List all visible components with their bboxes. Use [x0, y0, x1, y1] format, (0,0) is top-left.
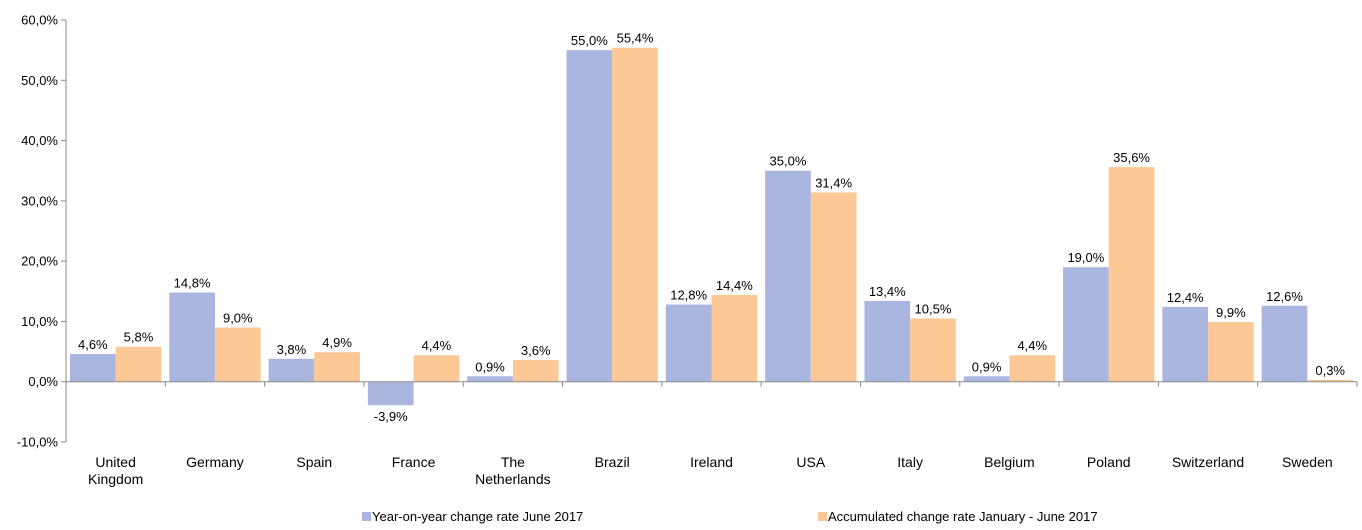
data-label: 12,4% — [1167, 290, 1204, 305]
data-label: 0,9% — [972, 359, 1002, 374]
y-tick-label: 60,0% — [21, 13, 58, 28]
bar-series-2 — [314, 352, 360, 382]
x-category-label: Brazil — [595, 454, 630, 470]
x-category-label: The — [501, 454, 525, 470]
x-category-label: USA — [796, 454, 825, 470]
bar-series-2 — [810, 192, 857, 382]
data-label: 5,8% — [124, 330, 154, 345]
data-label: 9,0% — [223, 310, 253, 325]
bar-series-2 — [612, 47, 658, 382]
legend-swatch — [818, 512, 827, 521]
x-category-label: Spain — [296, 454, 332, 470]
data-label: 4,6% — [78, 337, 108, 352]
legend-swatch — [362, 512, 371, 521]
y-tick-label: 50,0% — [21, 73, 58, 88]
data-label: 14,4% — [716, 278, 753, 293]
data-label: 55,0% — [571, 33, 608, 48]
bar-series-2 — [413, 355, 460, 382]
data-label: 10,5% — [915, 301, 952, 316]
bar-series-2 — [711, 294, 758, 382]
x-category-label: Italy — [897, 454, 923, 470]
bar-series-1 — [169, 292, 215, 382]
data-label: 13,4% — [869, 284, 906, 299]
bar-series-1 — [367, 381, 414, 406]
x-category-label: Kingdom — [88, 471, 143, 487]
bar-series-2 — [512, 360, 559, 382]
x-category-label: Netherlands — [475, 471, 551, 487]
legend-label: Year-on-year change rate June 2017 — [372, 509, 583, 524]
legend-label: Accumulated change rate January - June 2… — [828, 509, 1098, 524]
data-label: 4,9% — [322, 335, 352, 350]
bar-series-2 — [115, 346, 162, 382]
y-tick-label: 0,0% — [28, 374, 58, 389]
bar-series-1 — [1261, 305, 1308, 382]
bar-series-1 — [566, 50, 613, 382]
x-category-label: Germany — [186, 454, 244, 470]
bar-series-2 — [1208, 322, 1254, 382]
bar-series-2 — [910, 318, 956, 382]
bar-series-1 — [864, 300, 911, 382]
data-label: 14,8% — [174, 275, 211, 290]
data-label: 12,6% — [1266, 289, 1303, 304]
bar-series-2 — [1108, 167, 1155, 382]
bar-series-1 — [963, 376, 1010, 382]
data-label: 35,0% — [770, 154, 807, 169]
y-tick-label: 40,0% — [21, 133, 58, 148]
data-label: 12,8% — [670, 288, 707, 303]
x-category-label: Poland — [1087, 454, 1131, 470]
data-label: 3,6% — [521, 343, 551, 358]
y-tick-label: 30,0% — [21, 193, 58, 208]
data-label: 19,0% — [1067, 250, 1104, 265]
data-label: 9,9% — [1216, 305, 1246, 320]
bar-series-1 — [1063, 267, 1109, 382]
y-tick-label: -10,0% — [17, 435, 59, 450]
bar-series-1 — [467, 376, 513, 382]
x-category-label: Ireland — [690, 454, 733, 470]
data-label: 0,3% — [1315, 363, 1345, 378]
data-label: -3,9% — [374, 409, 408, 424]
data-label: 4,4% — [422, 338, 452, 353]
x-category-label: France — [392, 454, 436, 470]
data-label: 31,4% — [815, 175, 852, 190]
bar-series-1 — [765, 170, 811, 382]
x-category-label: Sweden — [1282, 454, 1333, 470]
data-label: 35,6% — [1113, 150, 1150, 165]
data-label: 3,8% — [277, 342, 307, 357]
bar-series-2 — [1307, 379, 1354, 382]
bar-series-1 — [1162, 306, 1209, 382]
y-tick-label: 20,0% — [21, 254, 58, 269]
data-label: 4,4% — [1017, 338, 1047, 353]
bar-series-2 — [1009, 355, 1056, 382]
x-category-label: Belgium — [984, 454, 1035, 470]
data-label: 0,9% — [475, 359, 505, 374]
data-label: 55,4% — [617, 31, 654, 46]
x-category-label: Switzerland — [1172, 454, 1244, 470]
bar-series-1 — [268, 358, 315, 382]
bar-series-2 — [214, 327, 261, 382]
bar-series-1 — [665, 304, 712, 382]
y-tick-label: 10,0% — [21, 314, 58, 329]
x-category-label: United — [95, 454, 135, 470]
bar-series-1 — [69, 353, 116, 382]
